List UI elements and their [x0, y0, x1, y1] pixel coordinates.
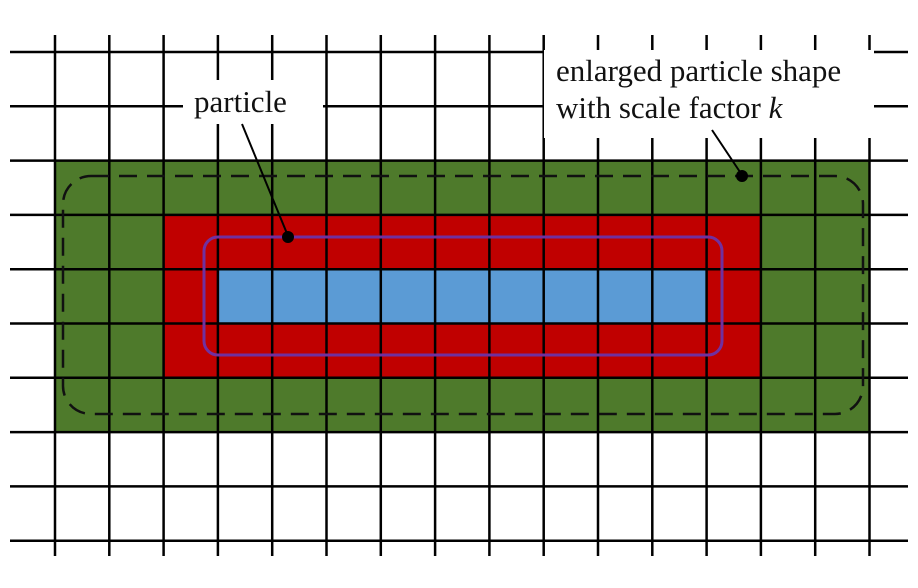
- enlarged-pointer-line: [711, 129, 743, 176]
- enlarged-pointer-dot: [736, 170, 748, 182]
- particle-pointer-dot: [282, 231, 294, 243]
- enlarged-particle-outline: [61, 174, 865, 416]
- enlarged-label-bg: [544, 50, 874, 138]
- scale-factor-variable: k: [769, 90, 784, 125]
- particle-pointer-line: [241, 123, 289, 237]
- enlarged-label-line2-text: with scale factor: [556, 90, 762, 125]
- grid-lines: [10, 35, 908, 556]
- inner-cell-region: [218, 270, 707, 324]
- enlarged-label-line1: enlarged particle shape: [556, 53, 841, 88]
- enlarged-label-line2: with scale factor k: [556, 90, 784, 125]
- particle-outline: [202, 235, 724, 357]
- particle-label: particle: [194, 84, 287, 119]
- particle-label-bg: [183, 80, 323, 124]
